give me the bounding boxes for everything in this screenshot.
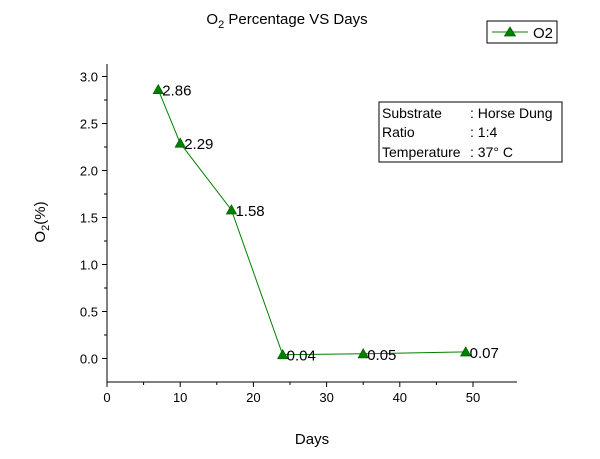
series-line <box>157 89 466 356</box>
info-row-label-temperature: Temperature <box>382 144 461 160</box>
series-layer: 2.86 2.29 1.58 0.04 0.05 0.07 <box>152 83 499 365</box>
chart-title-subscript: 2 <box>218 19 224 31</box>
legend: O2 <box>486 20 558 44</box>
x-tick-label: 40 <box>393 390 407 405</box>
data-point-marker <box>174 137 186 148</box>
info-row-label-ratio: Ratio <box>382 124 415 140</box>
info-row-value-temperature: : 37° C <box>470 144 513 160</box>
y-axis-title-prefix: O <box>32 231 49 243</box>
y-tick-label: 3.0 <box>80 70 98 85</box>
info-row-value-ratio: : 1:4 <box>470 124 497 140</box>
data-point-marker <box>460 346 472 357</box>
x-tick-label: 10 <box>173 390 187 405</box>
legend-marker-triangle <box>503 26 517 37</box>
axes <box>106 64 517 383</box>
data-point-marker <box>152 83 164 95</box>
x-tick-label: 30 <box>319 390 333 405</box>
y-tick-label: 2.0 <box>80 164 98 179</box>
y-tick-label: 1.5 <box>80 211 98 226</box>
x-axis-title: Days <box>295 431 329 448</box>
y-axis-title-subscript: 2 <box>40 225 52 231</box>
data-label: 0.05 <box>367 347 396 364</box>
x-tick-label: 50 <box>466 390 480 405</box>
data-label: 2.29 <box>184 136 213 153</box>
info-box-frame <box>378 101 563 163</box>
y-tick-label: 2.5 <box>80 117 98 132</box>
data-point-marker <box>225 204 238 215</box>
legend-entry-label: O2 <box>533 25 553 42</box>
info-row-label-substrate: Substrate <box>382 105 442 121</box>
data-label: 0.04 <box>287 348 316 365</box>
data-label: 2.86 <box>162 83 191 100</box>
chart-title: O2 Percentage VS Days <box>206 11 367 31</box>
x-tick-label: 0 <box>103 390 110 405</box>
data-label: 1.58 <box>235 203 264 220</box>
data-label: 0.07 <box>470 345 499 362</box>
y-axis-title: O2(%) <box>32 201 52 242</box>
data-point-marker <box>357 347 369 359</box>
info-box: Substrate : Horse Dung Ratio : 1:4 Tempe… <box>378 101 563 163</box>
y-tick-label: 0.5 <box>80 305 98 320</box>
data-point-marker <box>277 348 289 360</box>
chart-title-suffix: Percentage VS Days <box>224 11 367 28</box>
x-tick-label: 20 <box>246 390 260 405</box>
y-tick-label: 0.0 <box>80 352 98 367</box>
info-row-value-substrate: : Horse Dung <box>470 105 552 121</box>
y-axis-title-suffix: (%) <box>32 201 49 224</box>
y-tick-label: 1.0 <box>80 258 98 273</box>
x-ticks: 0 10 20 30 40 50 <box>103 382 480 405</box>
y-ticks: 0.0 0.5 1.0 1.5 2.0 2.5 3.0 <box>80 70 107 367</box>
chart-title-prefix: O <box>206 11 218 28</box>
